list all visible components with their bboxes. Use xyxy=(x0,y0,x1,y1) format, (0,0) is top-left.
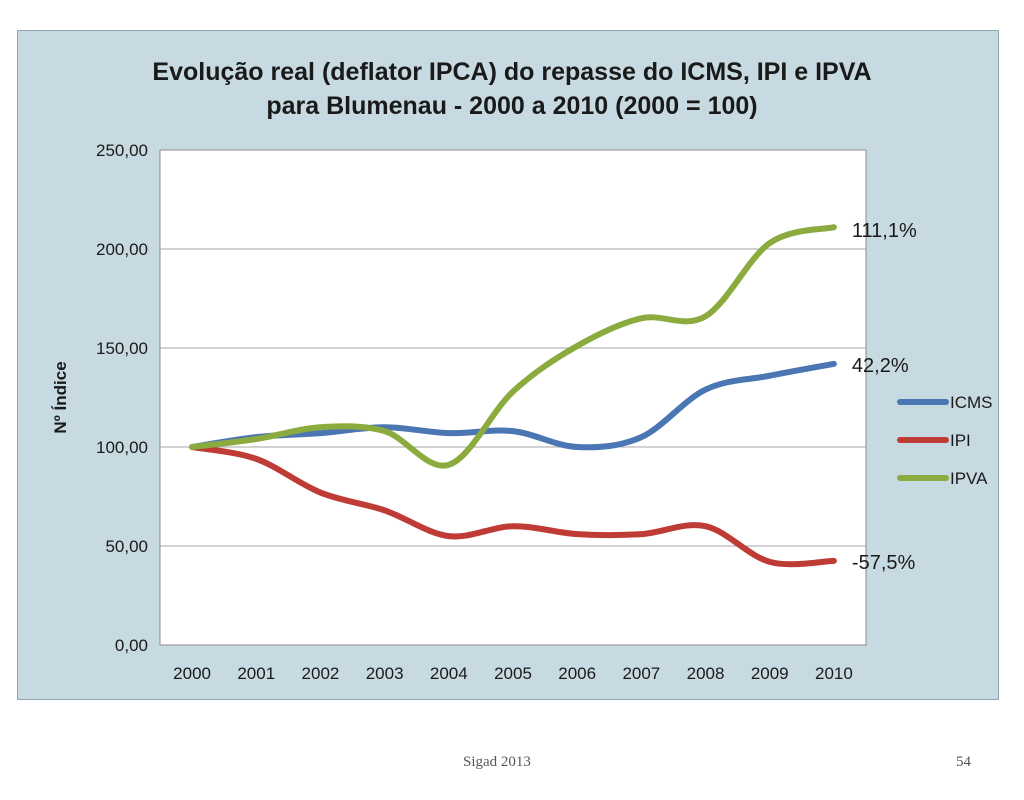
y-tick-label: 250,00 xyxy=(96,141,148,160)
x-tick-label: 2003 xyxy=(366,664,404,683)
x-tick-label: 2008 xyxy=(687,664,725,683)
y-axis-title: Nº Índice xyxy=(51,361,70,433)
chart-subtitle: para Blumenau - 2000 a 2010 (2000 = 100) xyxy=(266,92,757,120)
x-tick-label: 2006 xyxy=(558,664,596,683)
series-line-ipi xyxy=(189,444,837,568)
legend-label-ipi: IPI xyxy=(950,431,971,450)
y-tick-label: 100,00 xyxy=(96,438,148,457)
x-tick-label: 2004 xyxy=(430,664,468,683)
end-label-ipi: -57,5% xyxy=(852,552,916,574)
series-line-ipva xyxy=(189,224,837,469)
legend-label-ipva: IPVA xyxy=(950,469,988,488)
end-label-ipva: 111,1% xyxy=(852,220,917,242)
chart-title: Evolução real (deflator IPCA) do repasse… xyxy=(152,58,871,86)
end-label-icms: 42,2% xyxy=(852,355,909,377)
x-tick-label: 2005 xyxy=(494,664,532,683)
plot-area xyxy=(159,149,867,646)
footer-source: Sigad 2013 xyxy=(463,754,531,770)
series-line-icms xyxy=(189,360,837,451)
y-tick-label: 50,00 xyxy=(105,537,148,556)
legend-label-icms: ICMS xyxy=(950,393,993,412)
x-tick-label: 2010 xyxy=(815,664,853,683)
x-tick-label: 2009 xyxy=(751,664,789,683)
page-number: 54 xyxy=(956,754,971,770)
x-tick-label: 2001 xyxy=(237,664,275,683)
y-tick-label: 150,00 xyxy=(96,339,148,358)
y-tick-label: 200,00 xyxy=(96,240,148,259)
x-tick-label: 2000 xyxy=(173,664,211,683)
y-tick-label: 0,00 xyxy=(115,636,148,655)
x-tick-label: 2002 xyxy=(302,664,340,683)
x-tick-label: 2007 xyxy=(622,664,660,683)
